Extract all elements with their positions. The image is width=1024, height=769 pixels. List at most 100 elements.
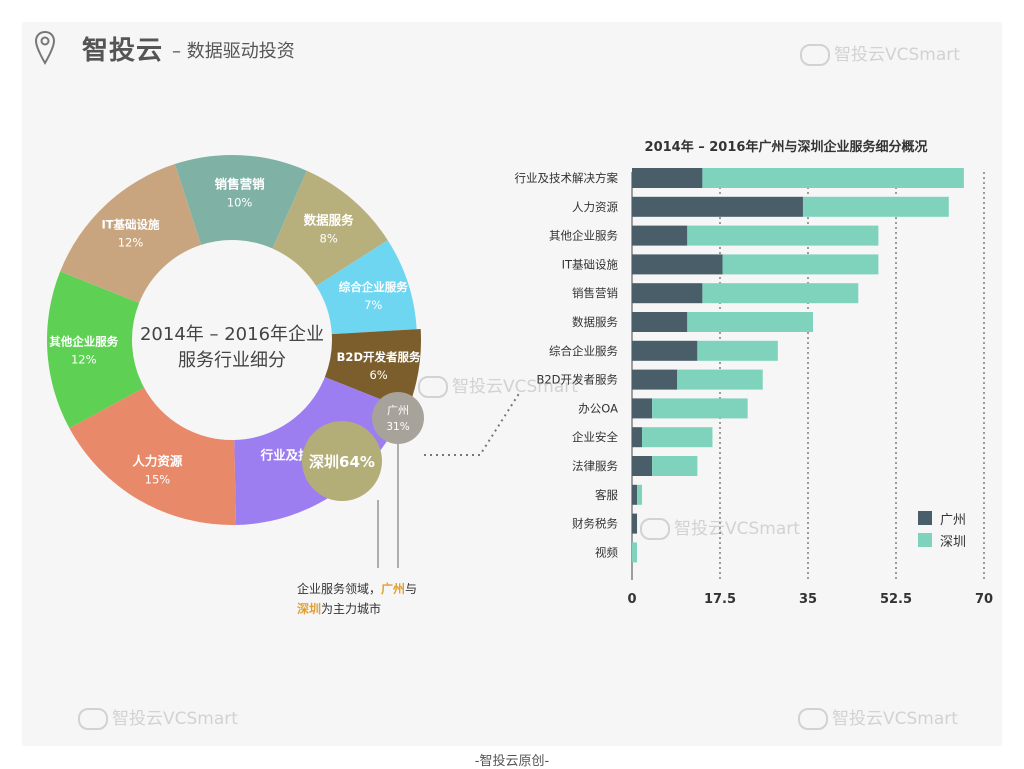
cloud-logo-icon bbox=[418, 376, 448, 398]
bar-segment bbox=[632, 484, 638, 505]
bar-segment bbox=[632, 196, 803, 217]
bar-segment bbox=[642, 427, 713, 448]
pie-slice-label: 人力资源 bbox=[132, 453, 183, 468]
bar-chart-title: 2014年 – 2016年广州与深圳企业服务细分概况 bbox=[645, 139, 928, 155]
pie-slice-value: 7% bbox=[364, 298, 382, 312]
category-label: 财务税务 bbox=[572, 517, 618, 531]
pie-slice-value: 8% bbox=[320, 231, 338, 245]
category-label: 数据服务 bbox=[572, 315, 618, 329]
category-label: 人力资源 bbox=[572, 200, 618, 214]
note-city-shenzhen: 深圳 bbox=[297, 602, 322, 616]
city-value-guangzhou: 31% bbox=[386, 421, 409, 433]
bar-segment bbox=[722, 254, 879, 275]
pie-slice bbox=[316, 240, 417, 335]
bar-segment bbox=[702, 283, 859, 304]
category-label: 销售营销 bbox=[572, 286, 618, 300]
city-label-guangzhou: 广州 bbox=[387, 404, 409, 417]
pie-title: 2014年 – 2016年企业 bbox=[140, 324, 324, 345]
watermark-text: 智投云VCSmart bbox=[834, 45, 960, 65]
legend-label: 广州 bbox=[940, 512, 967, 528]
city-circle-guangzhou bbox=[372, 392, 424, 444]
bar-segment bbox=[632, 456, 653, 476]
watermark-text: 智投云VCSmart bbox=[452, 377, 578, 397]
pie-title: 服务行业细分 bbox=[178, 350, 286, 371]
note-city-guangzhou: 广州 bbox=[381, 582, 406, 596]
bar-segment bbox=[632, 369, 678, 390]
content-panel bbox=[22, 22, 1002, 746]
pie-slice bbox=[60, 164, 202, 303]
brand-subtitle: – 数据驱动投资 bbox=[172, 41, 295, 62]
pie-slice-value: 12% bbox=[118, 236, 144, 250]
watermark-text: 智投云VCSmart bbox=[832, 709, 958, 729]
watermark-text: 智投云VCSmart bbox=[112, 709, 238, 729]
city-label-shenzhen: 深圳64% bbox=[309, 453, 375, 471]
legend-label: 深圳 bbox=[940, 534, 967, 550]
bar-segment bbox=[632, 542, 638, 563]
cloud-logo-icon bbox=[798, 708, 828, 730]
bar-segment bbox=[632, 225, 688, 246]
x-tick-label: 52.5 bbox=[880, 592, 912, 607]
watermark: 智投云VCSmart bbox=[800, 40, 960, 66]
bar-segment bbox=[702, 168, 964, 188]
note-text: 为主力城市 bbox=[321, 602, 382, 616]
pie-slice-label: 数据服务 bbox=[303, 212, 355, 227]
bar-segment bbox=[652, 456, 698, 476]
category-label: 客服 bbox=[595, 488, 618, 502]
bar-segment bbox=[697, 340, 778, 361]
legend-swatch bbox=[918, 533, 932, 547]
city-note: 企业服务领域，广州与深圳为主力城市 bbox=[297, 579, 447, 619]
watermark: 智投云VCSmart bbox=[418, 372, 578, 398]
bar-segment bbox=[632, 398, 653, 419]
pie-slice bbox=[174, 155, 307, 249]
pie-slice-value: 6% bbox=[369, 368, 387, 382]
category-label: 综合企业服务 bbox=[549, 344, 618, 358]
pie-slice-value: 15% bbox=[145, 472, 171, 486]
pie-slice-label: B2D开发者服务 bbox=[337, 350, 421, 364]
pie-slice-label: IT基础设施 bbox=[101, 218, 160, 232]
category-label: 视频 bbox=[595, 545, 618, 559]
brand-name: 智投云 bbox=[82, 36, 164, 66]
pie-slice-value: 10% bbox=[227, 196, 253, 210]
watermark: 智投云VCSmart bbox=[78, 704, 238, 730]
legend-item-shenzhen: 深圳 bbox=[918, 529, 966, 551]
cloud-logo-icon bbox=[640, 518, 670, 540]
bar-segment bbox=[652, 398, 748, 419]
bar-segment bbox=[632, 168, 703, 188]
bar-segment bbox=[632, 312, 688, 332]
bar-segment bbox=[802, 196, 949, 217]
pie-slice-value: 12% bbox=[71, 353, 97, 367]
bar-segment bbox=[687, 312, 814, 332]
pie-slice-label: 其他企业服务 bbox=[49, 335, 118, 349]
watermark-text: 智投云VCSmart bbox=[674, 519, 800, 539]
cloud-logo-icon bbox=[78, 708, 108, 730]
x-tick-label: 35 bbox=[799, 592, 817, 607]
x-tick-label: 17.5 bbox=[704, 592, 736, 607]
legend-swatch bbox=[918, 511, 932, 525]
x-tick-label: 70 bbox=[975, 592, 993, 607]
location-pin-icon bbox=[34, 30, 56, 65]
pie-slice bbox=[69, 387, 237, 525]
pie-slice bbox=[324, 328, 422, 411]
pie-slice-label: 销售营销 bbox=[215, 177, 266, 192]
bar-segment bbox=[632, 340, 698, 361]
bar-segment bbox=[632, 427, 643, 448]
bar-segment bbox=[632, 254, 723, 275]
watermark: 智投云VCSmart bbox=[798, 704, 958, 730]
pie-slice-label: 综合企业服务 bbox=[339, 280, 408, 294]
category-label: 行业及技术解决方案 bbox=[515, 171, 619, 185]
cloud-logo-icon bbox=[800, 44, 830, 66]
pie-slice bbox=[272, 170, 388, 287]
note-text: 企业服务领域， bbox=[297, 582, 382, 596]
footer-credit: -智投云原创- bbox=[474, 754, 550, 769]
category-label: B2D开发者服务 bbox=[536, 373, 618, 387]
bar-segment bbox=[637, 484, 643, 505]
category-label: 其他企业服务 bbox=[549, 229, 618, 243]
category-label: 办公OA bbox=[578, 401, 618, 415]
watermark: 智投云VCSmart bbox=[640, 514, 800, 540]
bar-segment bbox=[632, 513, 638, 534]
bar-segment bbox=[687, 225, 879, 246]
category-label: IT基础设施 bbox=[562, 257, 619, 271]
dotted-connector bbox=[424, 391, 521, 456]
note-text: 与 bbox=[405, 582, 418, 596]
